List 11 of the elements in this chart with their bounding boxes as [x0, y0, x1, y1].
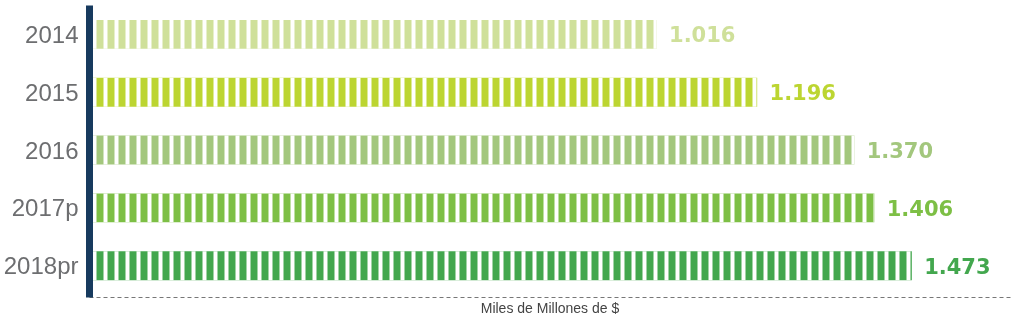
data-label: 1.370: [866, 139, 934, 164]
data-label: 1.016: [669, 23, 736, 48]
y-tick-label: 2017p: [11, 194, 79, 222]
y-tick-label: 2015: [25, 78, 79, 106]
data-label: 1.196: [769, 81, 836, 106]
x-axis-title: Miles de Millones de $: [480, 299, 620, 316]
y-tick-label: 2016: [25, 136, 79, 164]
data-label: 1.473: [924, 254, 991, 279]
y-tick-label: 2014: [25, 20, 79, 48]
y-tick-label: 2018pr: [3, 252, 79, 280]
data-label: 1.406: [886, 196, 954, 221]
